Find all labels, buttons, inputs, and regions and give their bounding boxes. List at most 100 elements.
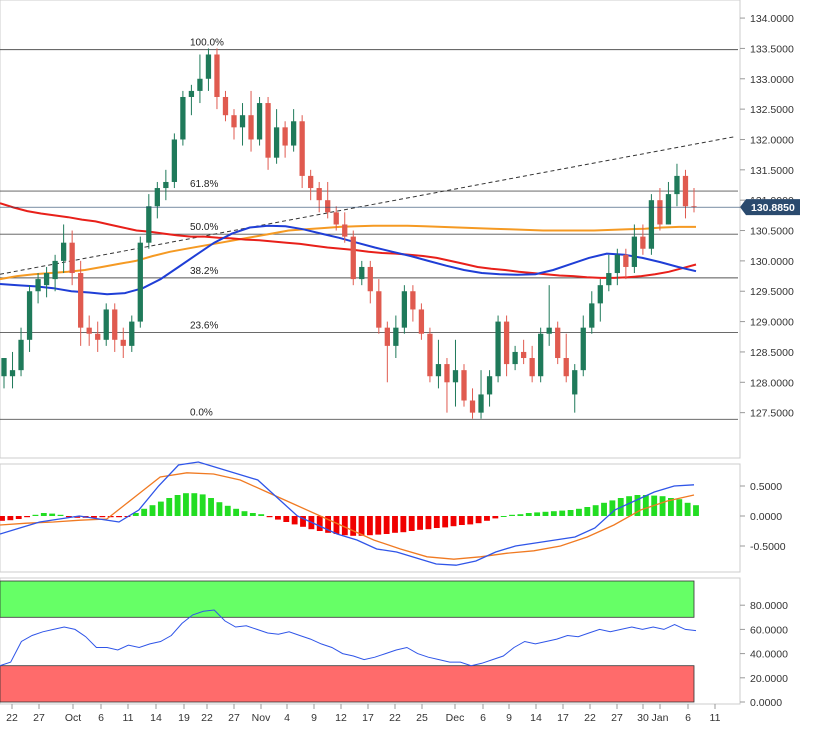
macd-histogram-bar [7,516,14,521]
macd-histogram-bar [32,514,39,516]
macd-histogram-bar [400,516,407,533]
fibonacci-label: 38.2% [190,266,218,277]
fibonacci-label: 23.6% [190,321,218,332]
macd-histogram-bar [199,494,206,516]
rsi-y-tick-label: 40.0000 [750,649,788,661]
x-tick-label: 12 [335,712,347,724]
macd-y-axis: 0.5000 0.0000 -0.5000 [740,481,786,553]
x-tick-label: 11 [710,712,721,724]
macd-histogram-bar [525,513,532,516]
candle-body [69,242,75,274]
macd-histogram-bar [191,493,198,516]
macd-signal-line [0,472,695,560]
macd-panel: 0.5000 0.0000 -0.5000 [0,461,786,573]
candle-body [546,327,552,334]
macd-histogram-bar [601,502,607,516]
rsi-line-group [0,609,697,667]
x-axis: 22 27 Oct 6 11 14 19 22 27 Nov 4 9 12 17 22 25 Dec 6 9 14 17… [6,704,721,724]
macd-histogram-bar [15,516,22,519]
candle-body [171,139,178,182]
candle-body [137,242,143,322]
macd-histogram-bar [266,516,273,518]
candle-body [691,206,697,208]
macd-histogram-bar [642,495,649,516]
candle-body [282,127,288,146]
macd-histogram-bar [91,516,97,518]
macd-histogram-bar [24,516,31,518]
candle-body [308,175,314,189]
x-tick-label: 22 [6,712,18,724]
price-y-tick-label: 133.5000 [750,43,794,55]
rsi-y-tick-label: 80.0000 [750,600,788,612]
x-tick-label: 22 [389,712,401,724]
x-tick-label: Dec [446,712,465,724]
fibonacci-label: 0.0% [190,407,213,418]
x-tick-label: 14 [530,712,542,724]
ma-orange-line [0,224,696,281]
macd-histogram-bar [542,511,549,516]
macd-histogram-bar [659,496,666,516]
macd-histogram-bar [576,508,582,516]
x-tick-label: Jan [652,712,669,724]
trend-line [0,135,737,275]
candle-body [180,96,186,140]
candle-body [1,358,7,377]
candle-body [26,291,33,340]
x-tick-label: 9 [506,712,512,724]
candle-body [606,273,612,286]
candle-body [614,254,620,274]
last-price-text: 130.8850 [751,202,795,214]
rsi-y-tick-label: 20.0000 [750,673,788,685]
candle-body [682,175,689,207]
macd-histogram-bar [57,514,64,516]
candle-body [265,103,271,158]
candle-body [563,358,569,377]
candle-body [384,327,390,346]
macd-histogram-bar [157,501,164,516]
macd-histogram-bar [233,508,240,516]
candle-body [112,309,118,340]
candle-body [674,175,680,195]
macd-histogram-bar [241,511,248,516]
rsi-oversold-zone [0,665,695,703]
candle-body [18,339,24,371]
candle-body [60,242,67,261]
macd-histogram-bar [283,516,290,522]
rsi-y-tick-label: 60.0000 [750,624,788,636]
macd-histogram-bar [275,516,281,520]
candle-body [197,78,203,91]
macd-histogram-bar [417,516,423,530]
macd-y-tick-label: -0.5000 [750,541,786,553]
macd-histogram-bar [358,516,365,536]
x-tick-label: 6 [685,712,691,724]
candle-body [427,333,433,377]
candle-body [367,266,373,292]
candle-body [401,291,408,328]
rsi-overbought-zone [0,580,695,618]
macd-histogram-bar [634,495,641,516]
macd-histogram-bar [99,516,106,518]
macd-histogram-bar [442,516,449,528]
x-tick-label: 14 [150,712,162,724]
macd-histogram-bar [174,495,181,516]
macd-histogram-bar [116,516,122,518]
candle-body [452,370,459,383]
ma-red-line [0,202,697,279]
macd-histogram-bar [333,516,340,534]
candle-body [648,200,655,249]
candle-body [444,364,450,383]
x-tick-label: 22 [584,712,596,724]
macd-histogram-bar [375,516,382,535]
macd-histogram-bar [584,507,591,516]
candle-body [325,200,331,213]
price-y-axis: 134.0000 133.5000 133.0000 132.5000 132.0000… [740,13,794,420]
rsi-zones [0,580,695,703]
macd-histogram-bar [183,493,189,516]
macd-histogram-bar [350,516,357,536]
candle-body [376,291,382,328]
macd-histogram-bar [684,502,691,516]
macd-histogram-bar [49,513,56,516]
x-tick-label: 6 [480,712,486,724]
candle-body [589,303,595,328]
